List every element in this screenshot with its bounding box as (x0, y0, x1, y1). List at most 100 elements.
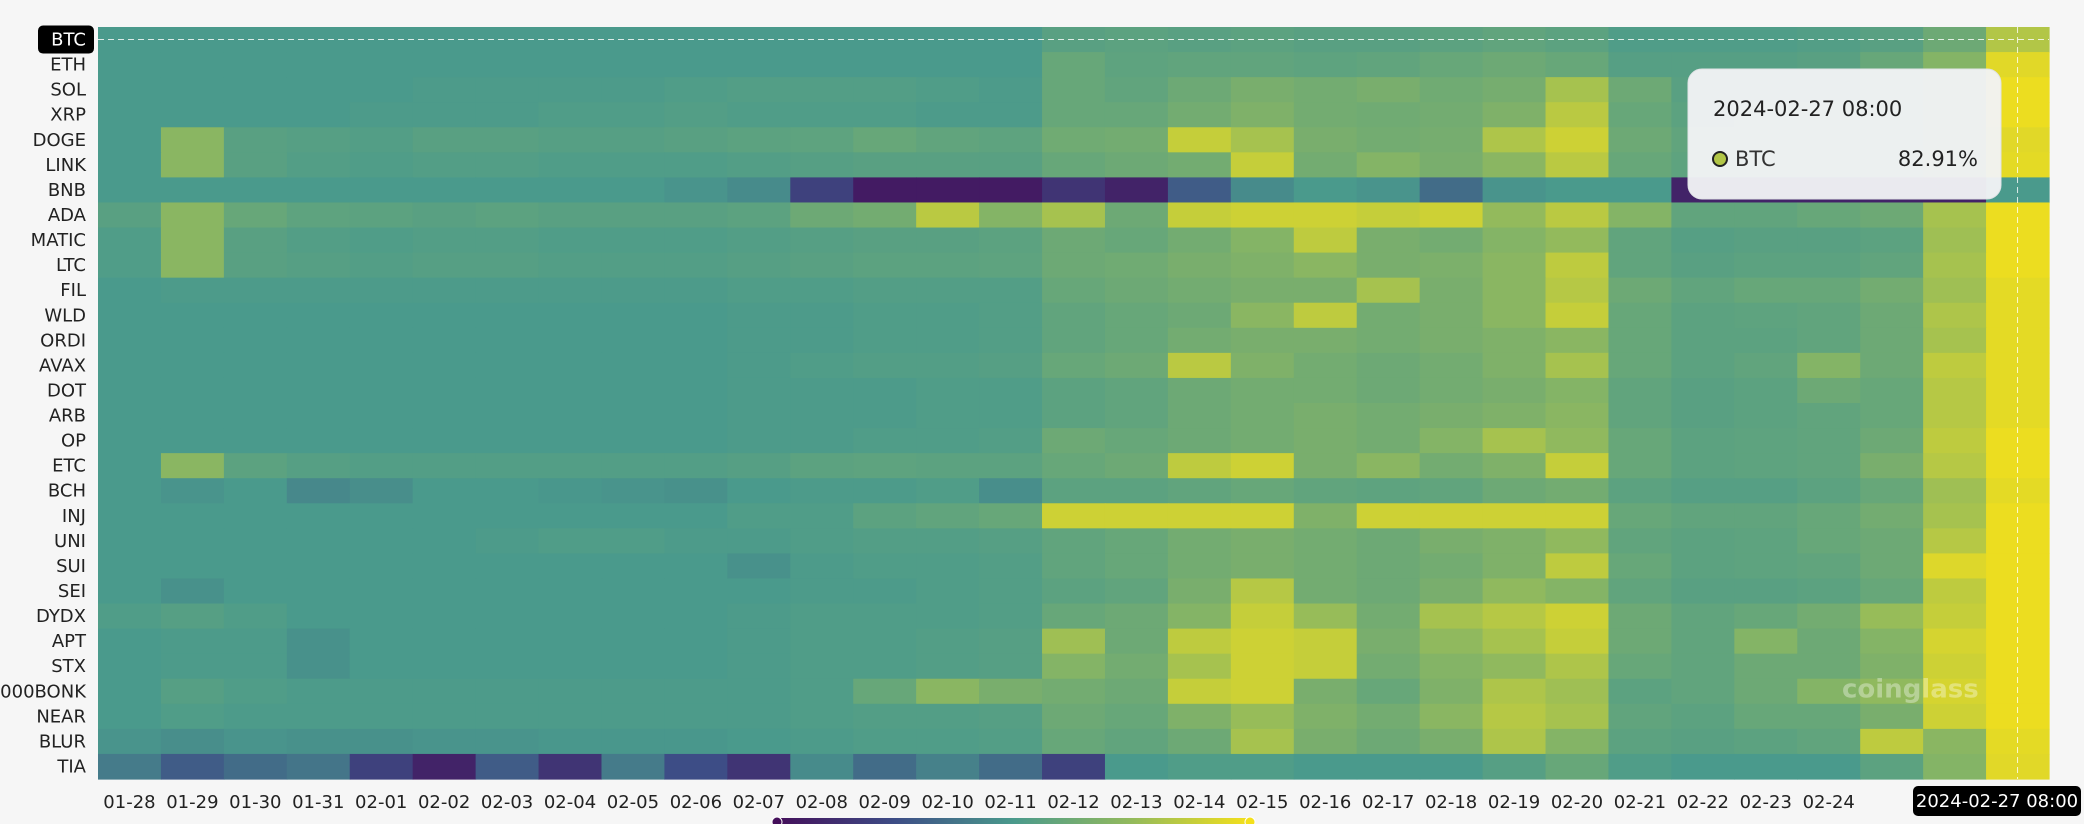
heat-cell[interactable] (1923, 453, 1987, 479)
heat-cell[interactable] (1230, 377, 1295, 404)
heat-cell[interactable] (790, 302, 854, 329)
heat-cell[interactable] (916, 578, 980, 605)
heat-cell[interactable] (286, 403, 351, 429)
heat-cell[interactable] (1167, 728, 1232, 755)
heat-cell[interactable] (223, 177, 288, 204)
heat-cell[interactable] (1167, 177, 1232, 204)
heat-cell[interactable] (160, 77, 225, 103)
heat-cell[interactable] (223, 678, 288, 705)
heat-cell[interactable] (1042, 603, 1106, 630)
heat-cell[interactable] (1986, 252, 2050, 279)
heat-cell[interactable] (286, 603, 351, 630)
heat-cell[interactable] (1545, 77, 1610, 103)
heat-cell[interactable] (1167, 202, 1232, 229)
heat-cell[interactable] (979, 77, 1043, 103)
heat-cell[interactable] (98, 728, 162, 755)
heat-cell[interactable] (160, 127, 225, 153)
heat-cell[interactable] (223, 553, 288, 580)
heat-cell[interactable] (412, 578, 477, 605)
heat-cell[interactable] (412, 202, 477, 229)
heat-cell[interactable] (1545, 52, 1610, 78)
heat-cell[interactable] (727, 553, 791, 580)
heat-cell[interactable] (601, 678, 666, 705)
heat-cell[interactable] (1167, 753, 1232, 780)
heat-cell[interactable] (1356, 127, 1421, 153)
heat-cell[interactable] (1482, 703, 1547, 730)
heat-cell[interactable] (916, 352, 980, 379)
heat-cell[interactable] (1167, 678, 1232, 705)
heat-cell[interactable] (1230, 252, 1295, 279)
heat-cell[interactable] (475, 753, 540, 780)
heat-cell[interactable] (349, 277, 414, 304)
heat-cell[interactable] (601, 428, 666, 454)
heat-cell[interactable] (1923, 277, 1987, 304)
heat-cell[interactable] (475, 52, 540, 78)
heat-cell[interactable] (727, 403, 791, 429)
heat-cell[interactable] (1923, 377, 1987, 404)
heat-cell[interactable] (1419, 453, 1484, 479)
heat-cell[interactable] (1860, 202, 1924, 229)
heat-cell[interactable] (286, 578, 351, 605)
heat-cell[interactable] (916, 703, 980, 730)
heat-cell[interactable] (349, 377, 414, 404)
heat-cell[interactable] (1104, 202, 1169, 229)
heat-cell[interactable] (538, 252, 603, 279)
heat-cell[interactable] (1860, 453, 1924, 479)
heat-cell[interactable] (1230, 553, 1295, 580)
heat-cell[interactable] (1986, 403, 2050, 429)
heat-cell[interactable] (1230, 127, 1295, 153)
heat-cell[interactable] (1797, 528, 1861, 554)
heat-cell[interactable] (160, 703, 225, 730)
heat-cell[interactable] (1860, 252, 1924, 279)
heat-cell[interactable] (98, 102, 162, 128)
heat-cell[interactable] (664, 453, 728, 479)
heat-cell[interactable] (601, 52, 666, 78)
heat-cell[interactable] (1860, 428, 1924, 454)
heat-cell[interactable] (979, 753, 1043, 780)
heat-cell[interactable] (1419, 403, 1484, 429)
heat-cell[interactable] (601, 327, 666, 354)
heat-cell[interactable] (664, 728, 728, 755)
heat-cell[interactable] (1419, 428, 1484, 454)
heat-cell[interactable] (1356, 102, 1421, 128)
heat-cell[interactable] (853, 553, 917, 580)
heat-cell[interactable] (1608, 102, 1672, 128)
heat-cell[interactable] (160, 453, 225, 479)
heat-cell[interactable] (1104, 703, 1169, 730)
heat-cell[interactable] (349, 302, 414, 329)
heat-cell[interactable] (349, 327, 414, 354)
heat-cell[interactable] (979, 528, 1043, 554)
heat-cell[interactable] (1734, 453, 1798, 479)
heat-cell[interactable] (98, 403, 162, 429)
heat-cell[interactable] (349, 227, 414, 254)
heat-cell[interactable] (1860, 753, 1924, 780)
heat-cell[interactable] (1230, 352, 1295, 379)
heat-cell[interactable] (1356, 277, 1421, 304)
heat-cell[interactable] (538, 528, 603, 554)
heat-cell[interactable] (1419, 277, 1484, 304)
heat-cell[interactable] (412, 428, 477, 454)
heat-cell[interactable] (1104, 753, 1169, 780)
heat-cell[interactable] (1797, 327, 1861, 354)
heat-cell[interactable] (1042, 753, 1106, 780)
heat-cell[interactable] (853, 403, 917, 429)
heat-cell[interactable] (223, 377, 288, 404)
heat-cell[interactable] (1545, 302, 1610, 329)
heat-cell[interactable] (1923, 352, 1987, 379)
heat-cell[interactable] (1230, 453, 1295, 479)
heat-cell[interactable] (160, 52, 225, 78)
heat-cell[interactable] (1482, 77, 1547, 103)
heat-cell[interactable] (1923, 478, 1987, 504)
heat-cell[interactable] (1167, 377, 1232, 404)
heat-cell[interactable] (853, 703, 917, 730)
heat-cell[interactable] (223, 77, 288, 103)
heat-cell[interactable] (349, 603, 414, 630)
heat-cell[interactable] (916, 252, 980, 279)
heat-cell[interactable] (160, 728, 225, 755)
heat-cell[interactable] (1293, 177, 1358, 204)
heat-cell[interactable] (916, 177, 980, 204)
heat-cell[interactable] (1797, 453, 1861, 479)
heat-cell[interactable] (1797, 403, 1861, 429)
heat-cell[interactable] (538, 277, 603, 304)
heat-cell[interactable] (1356, 603, 1421, 630)
